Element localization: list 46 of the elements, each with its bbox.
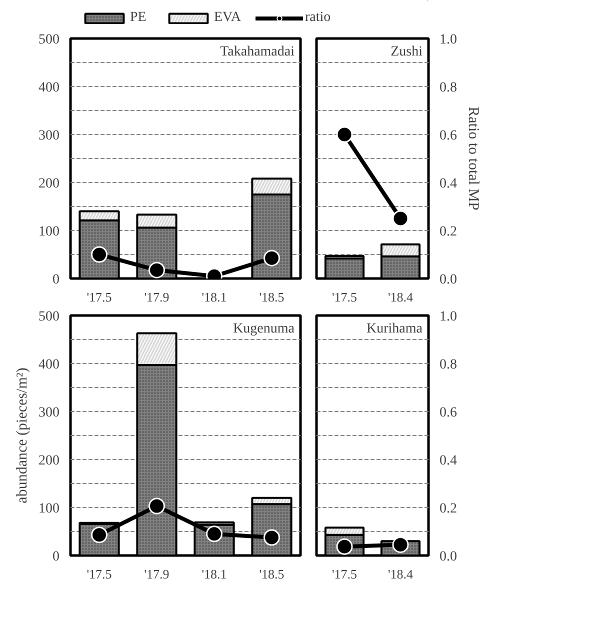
chart-title: Zushi — [390, 44, 423, 60]
point — [148, 498, 165, 514]
x-tick-label: '18.4 — [388, 290, 414, 304]
y2-tick-label: 0.0 — [440, 550, 457, 564]
x-tick-label: '18.5 — [259, 566, 284, 582]
chart-title: Kurihama — [366, 322, 424, 336]
y-tick-label: 200 — [38, 176, 60, 192]
y2-tick-label: 1.0 — [440, 32, 457, 48]
legend-label: ratio — [304, 10, 331, 26]
y-tick-label: 100 — [38, 224, 60, 240]
x-tick-label: '17.9 — [144, 290, 170, 304]
x-tick-label: '17.5 — [86, 290, 112, 304]
y2-tick-label: 0.6 — [440, 406, 457, 420]
y2-tick-label: 0.6 — [440, 128, 457, 144]
y2-axis-title: Ratio to total MP — [465, 106, 481, 210]
x-tick-label: '17.5 — [332, 290, 358, 304]
y2-tick-label: 0.4 — [440, 176, 457, 192]
y2-tick-label: 0.0 — [440, 272, 457, 288]
y-tick-label: 0 — [52, 272, 60, 288]
legend-label: PE — [130, 10, 148, 26]
x-tick-label: '18.1 — [202, 290, 227, 304]
chart-title: Kugenuma — [233, 322, 296, 336]
y2-tick-label: 0.2 — [440, 224, 457, 240]
y-tick-label: 400 — [38, 80, 60, 96]
y-tick-label: 200 — [38, 454, 60, 468]
x-tick-label: '18.5 — [259, 290, 284, 304]
y2-tick-label: 0.8 — [440, 358, 457, 372]
x-tick-label: '18.1 — [202, 566, 227, 582]
y-tick-label: 500 — [38, 32, 60, 48]
y-axis-title: abundance (pieces/m²) — [14, 368, 30, 504]
y-tick-label: 0 — [52, 550, 60, 564]
y-tick-label: 500 — [38, 310, 60, 324]
x-tick-label: '17.5 — [332, 566, 358, 582]
y2-tick-label: 1.0 — [440, 310, 457, 324]
legend-label: EVA — [214, 10, 241, 26]
x-tick-label: '17.5 — [86, 566, 112, 582]
y-tick-label: 100 — [38, 502, 60, 516]
y2-tick-label: 0.2 — [440, 502, 457, 516]
chart-title: Takahamadai — [220, 44, 295, 60]
y-tick-label: 400 — [38, 358, 60, 372]
y-tick-label: 300 — [38, 406, 60, 420]
y2-tick-label: 0.4 — [440, 454, 457, 468]
y-tick-label: 300 — [38, 128, 60, 144]
x-tick-label: '18.4 — [388, 566, 414, 582]
y2-tick-label: 0.8 — [440, 80, 457, 96]
x-tick-label: '17.9 — [144, 566, 170, 582]
